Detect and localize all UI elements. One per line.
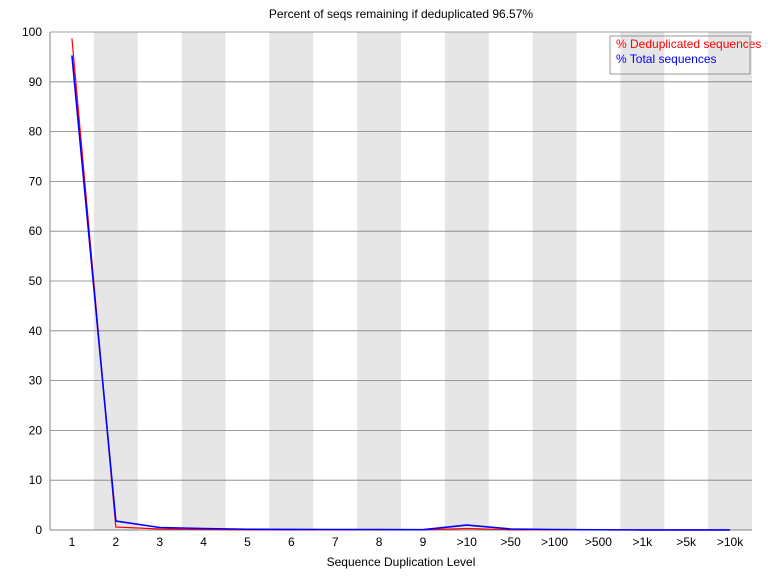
x-axis-label: Sequence Duplication Level	[327, 555, 476, 569]
chart-svg: 0 10 20 30 40 50 60 70 80 90 100 1 2 3 4 5 6 7 8 9 >10 >50 >10…	[0, 0, 768, 577]
x-tick-label: 3	[156, 535, 163, 549]
legend-entry: % Total sequences	[616, 52, 717, 66]
x-tick-label: 8	[376, 535, 383, 549]
x-tick-label: 1	[69, 535, 76, 549]
x-tick-label: 9	[420, 535, 427, 549]
x-tick-label: >10k	[717, 535, 744, 549]
y-tick-label: 70	[29, 174, 43, 188]
x-tick-label: 6	[288, 535, 295, 549]
y-tick-label: 90	[29, 75, 43, 89]
x-tick-label: >1k	[632, 535, 653, 549]
y-tick-label: 10	[29, 473, 43, 487]
y-tick-label: 0	[35, 523, 42, 537]
duplication-chart: 0 10 20 30 40 50 60 70 80 90 100 1 2 3 4 5 6 7 8 9 >10 >50 >10…	[0, 0, 768, 577]
x-tick-label: >100	[541, 535, 568, 549]
y-tick-label: 100	[22, 25, 42, 39]
x-tick-label: 2	[112, 535, 119, 549]
x-tick-label: >5k	[676, 535, 697, 549]
y-tick-label: 80	[29, 125, 43, 139]
y-tick-label: 60	[29, 224, 43, 238]
x-tick-label: >10	[457, 535, 478, 549]
x-tick-label: >50	[501, 535, 522, 549]
y-tick-label: 20	[29, 423, 43, 437]
chart-title: Percent of seqs remaining if deduplicate…	[269, 7, 533, 21]
x-tick-label: 7	[332, 535, 339, 549]
y-tick-label: 40	[29, 324, 43, 338]
y-tick-label: 30	[29, 374, 43, 388]
x-tick-label: 4	[200, 535, 207, 549]
legend-entry: % Deduplicated sequences	[616, 37, 761, 51]
y-tick-label: 50	[29, 274, 43, 288]
x-tick-label: 5	[244, 535, 251, 549]
x-tick-label: >500	[585, 535, 612, 549]
